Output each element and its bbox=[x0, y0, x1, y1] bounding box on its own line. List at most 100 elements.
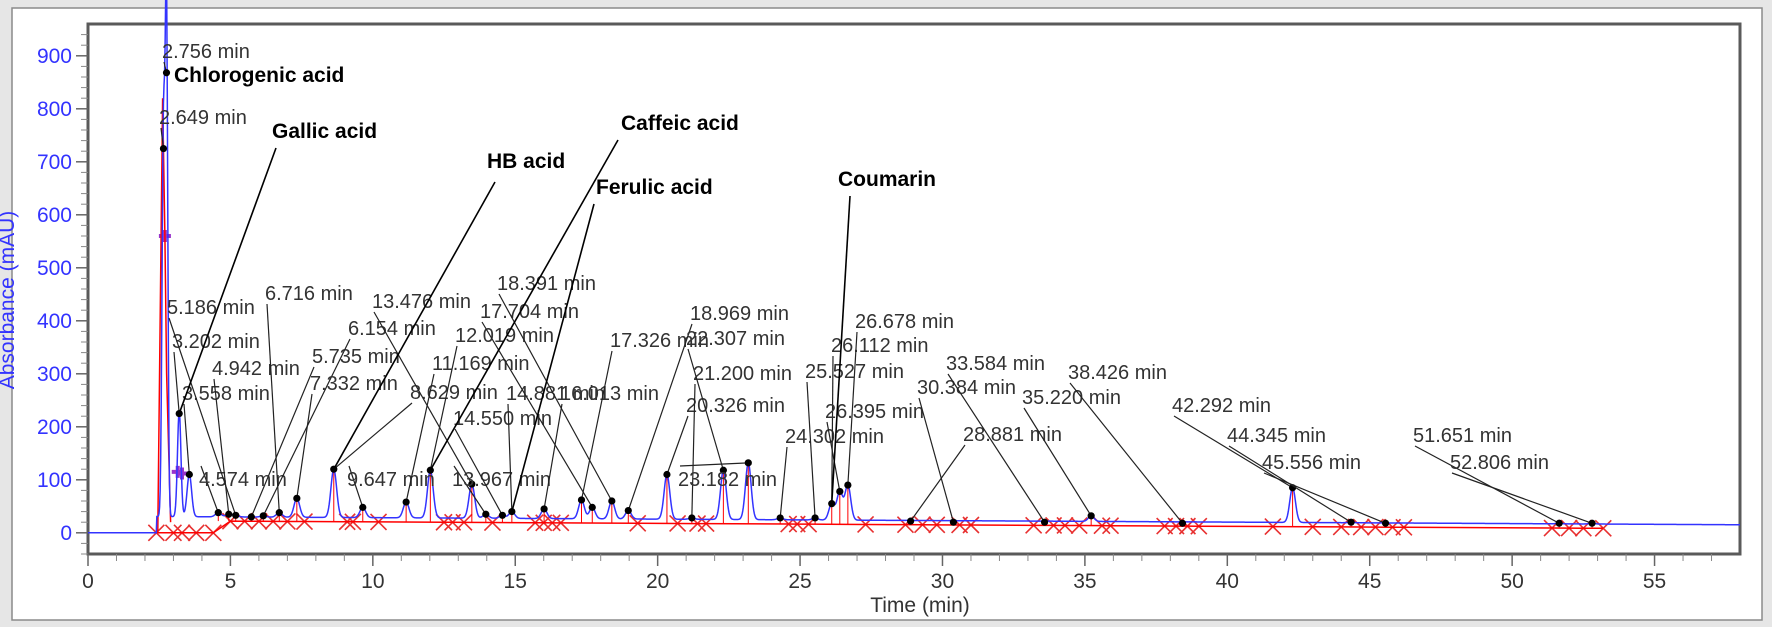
peak-label-26-395-min: 26.395 min bbox=[825, 401, 924, 423]
x-tick-label: 25 bbox=[788, 570, 811, 593]
peak-label-30-384-min: 30.384 min bbox=[917, 377, 1016, 399]
peak-label-22-307-min: 22.307 min bbox=[686, 328, 785, 350]
peak-label-18-391-min: 18.391 min bbox=[497, 273, 596, 295]
compound-layer: Chlorogenic acid Gallic acid HB acid Caffei… bbox=[166, 64, 936, 512]
peak-leader-line bbox=[296, 393, 313, 499]
peak-point-3-558-min bbox=[185, 470, 193, 479]
peak-point-11-169-min bbox=[402, 498, 410, 506]
overlay-main-peak bbox=[157, 98, 172, 533]
peak-leader-line bbox=[454, 428, 503, 516]
peak-label-23-182-min: 23.182 min bbox=[678, 469, 777, 491]
peak-point-28-881-min bbox=[907, 517, 915, 525]
peak-label-17-704-min: 17.704 min bbox=[480, 301, 579, 323]
peak-point-17-326-min bbox=[577, 496, 586, 504]
x-tick-label: 40 bbox=[1216, 570, 1239, 593]
peak-label-16-013-min: 16.013 min bbox=[560, 383, 659, 405]
peak-leader-line bbox=[831, 355, 834, 504]
peak-point-25-527-min bbox=[811, 514, 819, 522]
peak-point-17-704-min bbox=[588, 503, 596, 511]
peak-point-52-806-min bbox=[1588, 519, 1596, 527]
peak-leader-line bbox=[806, 381, 816, 518]
peak-leader-line bbox=[429, 345, 458, 471]
y-tick-label: 800 bbox=[37, 98, 72, 121]
peak-leader-line bbox=[947, 373, 1046, 523]
x-tick-label: 30 bbox=[931, 570, 954, 593]
peak-leader-line bbox=[543, 403, 563, 510]
peak-leader-line bbox=[200, 465, 219, 513]
peak-leader-line bbox=[910, 444, 966, 522]
peak-label-7-332-min: 7.332 min bbox=[310, 373, 398, 395]
peak-leader-line bbox=[687, 348, 724, 471]
peak-label-35-220-min: 35.220 min bbox=[1022, 387, 1121, 409]
peak-leader-line bbox=[405, 373, 435, 503]
peak-point-26-395-min bbox=[836, 487, 844, 496]
baseline-marker bbox=[1594, 519, 1612, 537]
y-tick-label: 500 bbox=[37, 257, 72, 280]
peak-label-21-200-min: 21.200 min bbox=[693, 363, 792, 385]
peak-leader-line bbox=[507, 403, 513, 512]
compound-leader-line bbox=[178, 147, 277, 414]
peak-label-52-806-min: 52.806 min bbox=[1450, 452, 1549, 474]
integration-baseline bbox=[156, 520, 1604, 534]
peak-leader-line bbox=[847, 331, 858, 486]
peak-label-3-558-min: 3.558 min bbox=[182, 383, 270, 405]
peak-point-35-220-min bbox=[1087, 512, 1095, 520]
peak-leader-line bbox=[498, 293, 613, 502]
compound-label-caffeic-acid: Caffeic acid bbox=[621, 112, 739, 135]
plot-area bbox=[86, 22, 1742, 556]
peak-point-4-942-min bbox=[225, 510, 233, 518]
y-tick-label: 900 bbox=[37, 45, 72, 68]
peak-label-44-345-min: 44.345 min bbox=[1227, 425, 1326, 447]
compound-leader-line bbox=[830, 195, 851, 504]
peak-label-26-112-min: 26.112 min bbox=[831, 335, 928, 357]
peak-point-30-384-min bbox=[949, 518, 958, 526]
peak-label-38-426-min: 38.426 min bbox=[1068, 362, 1167, 384]
peak-point-3-202-min bbox=[175, 409, 183, 418]
peak-leader-line bbox=[679, 462, 749, 467]
y-axis-label: Absorbance (mAU) bbox=[0, 211, 19, 390]
compound-label-gallic-acid: Gallic acid bbox=[272, 120, 377, 143]
peak-label-26-678-min: 26.678 min bbox=[855, 311, 954, 333]
peak-point-13-967-min bbox=[482, 510, 490, 518]
peak-point-13-476-min bbox=[468, 480, 476, 488]
peak-point-2-756-min bbox=[162, 69, 171, 77]
y-tick-label: 300 bbox=[37, 363, 72, 386]
x-tick-label: 5 bbox=[225, 570, 237, 593]
peak-label-6-716-min: 6.716 min bbox=[265, 283, 353, 305]
peak-point-22-307-min bbox=[719, 466, 727, 474]
peak-leader-line bbox=[691, 383, 696, 518]
y-tick-label: 100 bbox=[37, 469, 72, 492]
x-tick-label: 15 bbox=[504, 570, 527, 593]
peak-leader-line bbox=[250, 366, 315, 518]
peak-leader-line bbox=[183, 403, 190, 475]
x-tick-label: 0 bbox=[82, 570, 94, 593]
compound-label-chlorogenic-acid: Chlorogenic acid bbox=[174, 64, 344, 87]
peak-leader-line bbox=[333, 402, 413, 470]
x-tick-label: 55 bbox=[1643, 570, 1666, 593]
peak-leader-line bbox=[266, 303, 280, 513]
peak-point-5-186-min bbox=[232, 511, 240, 519]
peak-leader-line bbox=[168, 317, 237, 516]
peak-label-45-556-min: 45.556 min bbox=[1262, 452, 1361, 474]
peak-label-14-881-min: 14.881 min bbox=[506, 383, 605, 405]
peak-label-14-550-min: 14.550 min bbox=[453, 408, 552, 430]
x-tick-label: 45 bbox=[1358, 570, 1381, 593]
peak-label-28-881-min: 28.881 min bbox=[963, 424, 1062, 446]
x-tick-label: 10 bbox=[361, 570, 384, 593]
peak-leader-line bbox=[666, 415, 689, 475]
peak-label-20-326-min: 20.326 min bbox=[686, 395, 785, 417]
peak-leader-line bbox=[1263, 472, 1386, 524]
y-tick-label: 600 bbox=[37, 204, 72, 227]
y-tick-label: 700 bbox=[37, 151, 72, 174]
peak-label-2-649-min: 2.649 min bbox=[159, 107, 247, 129]
x-tick-label: 20 bbox=[646, 570, 669, 593]
compound-label-ferulic-acid: Ferulic acid bbox=[596, 176, 713, 199]
peak-point-18-969-min bbox=[624, 506, 632, 515]
peak-leader-line bbox=[580, 350, 613, 501]
peak-point-20-326-min bbox=[663, 470, 671, 479]
peak-point-45-556-min bbox=[1381, 519, 1390, 527]
peak-label-5-735-min: 5.735 min bbox=[312, 346, 400, 368]
peak-point-18-391-min bbox=[608, 497, 616, 505]
peak-point-24-302-min bbox=[776, 514, 784, 522]
